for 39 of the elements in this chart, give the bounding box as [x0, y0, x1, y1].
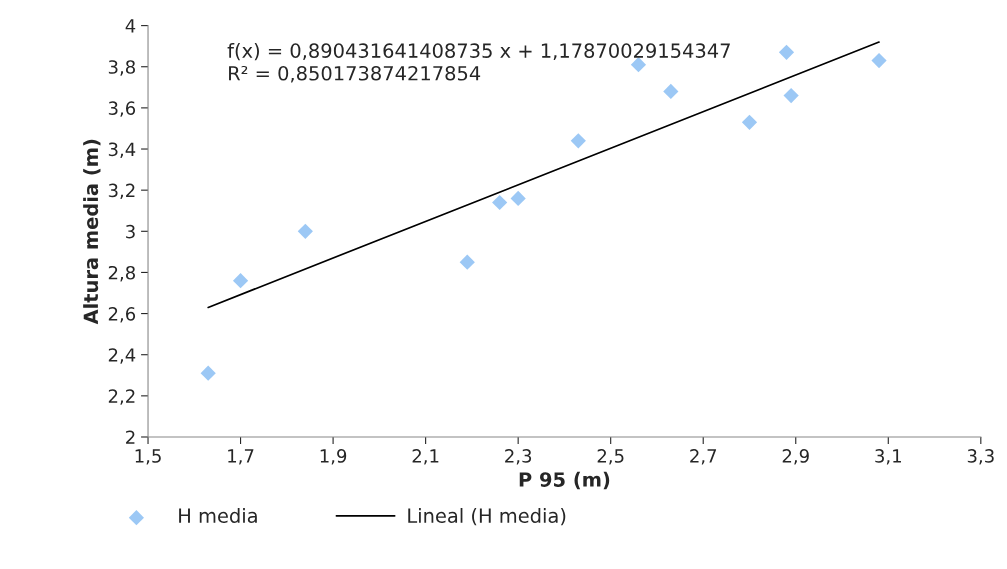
y-tick-label: 3	[126, 224, 135, 239]
x-tick-label: 3,3	[967, 449, 994, 465]
y-tick-label: 2,8	[108, 265, 135, 282]
point	[200, 365, 216, 381]
y-tick-label: 3,4	[108, 142, 136, 158]
x-tick-label: 2,5	[597, 449, 624, 465]
x-tick-label: 2,3	[505, 449, 532, 465]
x-tick-label: 1,5	[135, 449, 161, 465]
y-tick-label: 2	[126, 430, 135, 444]
y-tick-label: 3,8	[108, 60, 135, 76]
point	[663, 83, 679, 100]
x-tick-label: 1,9	[320, 449, 347, 465]
y-tick-label: 2,6	[108, 307, 136, 323]
x-tick-label: 2,7	[690, 449, 717, 465]
point	[459, 254, 475, 270]
point	[232, 273, 249, 289]
legend-label: H media	[179, 507, 257, 524]
point	[510, 190, 526, 206]
x-tick-label: 1,7	[228, 449, 254, 465]
x-tick-label: 3,1	[875, 449, 901, 465]
point	[741, 114, 758, 130]
point	[492, 194, 508, 211]
y-tick-label: 2,2	[108, 389, 135, 405]
x-tick-label: 2,1	[412, 449, 439, 465]
x-axis-title: P 95 (m)	[519, 471, 610, 490]
y-tick-label: 4	[125, 19, 136, 33]
point	[783, 87, 799, 104]
y-tick-label: 2,4	[108, 348, 136, 364]
point	[297, 223, 313, 239]
legend-label: Lineal (H media)	[408, 507, 566, 526]
x-tick-label: 2,9	[782, 449, 809, 465]
y-axis-title: Altura media (m)	[83, 139, 101, 325]
y-tick-label: 3,2	[108, 183, 135, 200]
annotation: f(x) = 0,890431641408735 x + 1,17870029154347	[227, 42, 730, 61]
annotation: R² = 0,850173874217854	[229, 65, 481, 83]
point	[570, 133, 586, 149]
y-tick-label: 3,6	[108, 101, 136, 117]
point	[871, 52, 887, 69]
point	[778, 44, 795, 60]
